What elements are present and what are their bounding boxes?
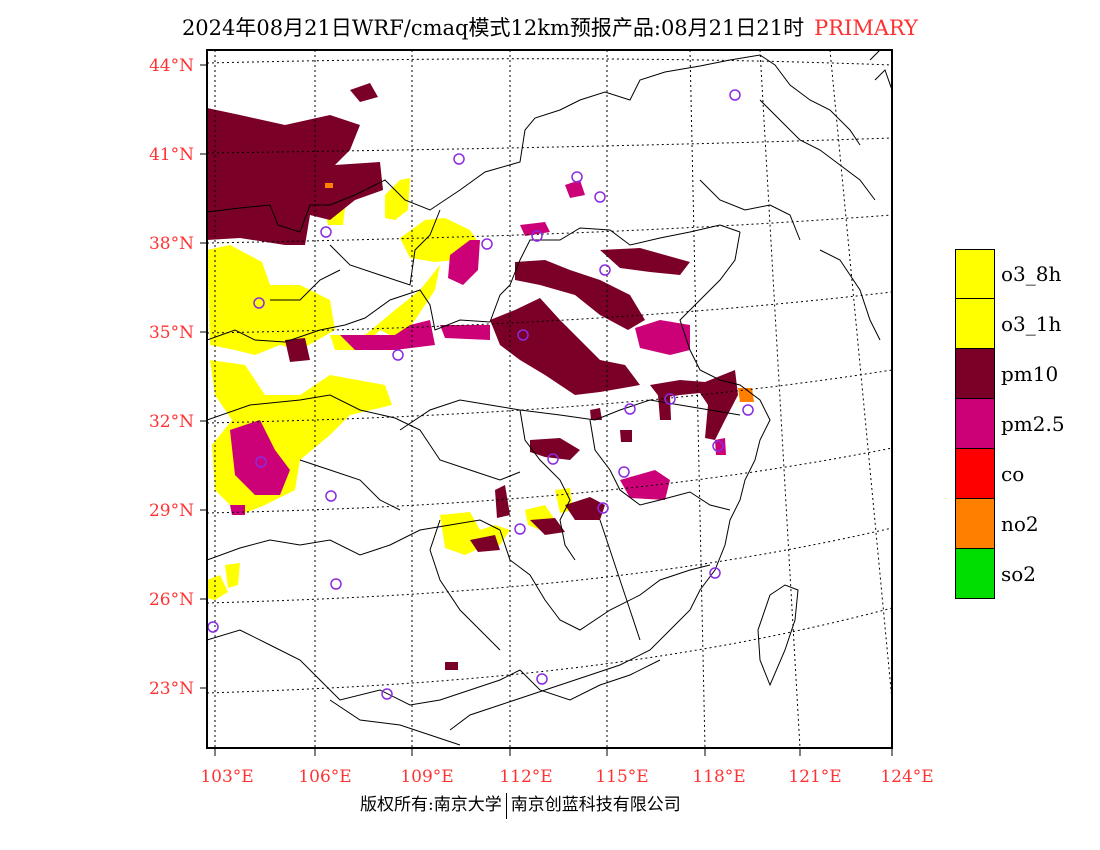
pm25-regions [230, 180, 726, 515]
lon-label-121: 121°E [788, 767, 841, 787]
legend-swatch [955, 299, 995, 349]
map-frame [206, 49, 893, 749]
legend-label: so2 [1001, 562, 1037, 586]
title-text: 2024年08月21日WRF/cmaq模式12km预报产品:08月21日21时 [181, 16, 805, 40]
footer-company: 南京创蓝科技有限公司 [510, 795, 681, 815]
legend-swatch [955, 549, 995, 599]
map-content [207, 50, 892, 748]
station-markers [207, 89, 754, 700]
primary-label: PRIMARY [814, 16, 919, 40]
lon-label-109: 109°E [400, 767, 453, 787]
lat-label-29: 29°N [149, 501, 194, 521]
lon-label-115: 115°E [595, 767, 648, 787]
graticule [207, 50, 892, 748]
lat-label-44: 44°N [149, 56, 194, 76]
copyright-footer: 版权所有:南京大学 南京创蓝科技有限公司 [360, 790, 681, 819]
no2-regions [325, 183, 754, 402]
legend-label: pm10 [1001, 362, 1059, 386]
boundaries [207, 50, 892, 746]
pm10-regions [207, 83, 738, 670]
lat-label-41: 41°N [149, 145, 194, 165]
legend-label: o3_8h [1001, 262, 1062, 286]
lat-label-23: 23°N [149, 679, 194, 699]
lon-label-124: 124°E [880, 767, 933, 787]
lon-label-103: 103°E [200, 767, 253, 787]
lon-label-106: 106°E [298, 767, 351, 787]
legend-swatch [955, 249, 995, 299]
legend-swatch [955, 449, 995, 499]
legend-label: pm2.5 [1001, 412, 1065, 436]
legend-swatch [955, 399, 995, 449]
lat-label-26: 26°N [149, 590, 194, 610]
lat-label-35: 35°N [149, 323, 194, 343]
longitude-axis: 103°E 106°E 109°E 112°E 115°E 118°E 121°… [200, 748, 934, 787]
latitude-axis: 44°N 41°N 38°N 35°N 32°N 29°N 26°N 23°N [149, 56, 207, 699]
legend-swatch [955, 349, 995, 399]
footer-divider [505, 792, 507, 819]
map-title: 2024年08月21日WRF/cmaq模式12km预报产品:08月21日21时 P… [0, 12, 1100, 42]
lat-label-38: 38°N [149, 234, 194, 254]
legend-label: o3_1h [1001, 312, 1062, 336]
legend-swatch [955, 499, 995, 549]
lon-label-118: 118°E [692, 767, 745, 787]
legend-label: co [1001, 462, 1025, 486]
lat-label-32: 32°N [149, 412, 194, 432]
footer-copyright: 版权所有:南京大学 [360, 795, 502, 815]
lon-label-112: 112°E [499, 767, 552, 787]
legend-label: no2 [1001, 512, 1039, 536]
